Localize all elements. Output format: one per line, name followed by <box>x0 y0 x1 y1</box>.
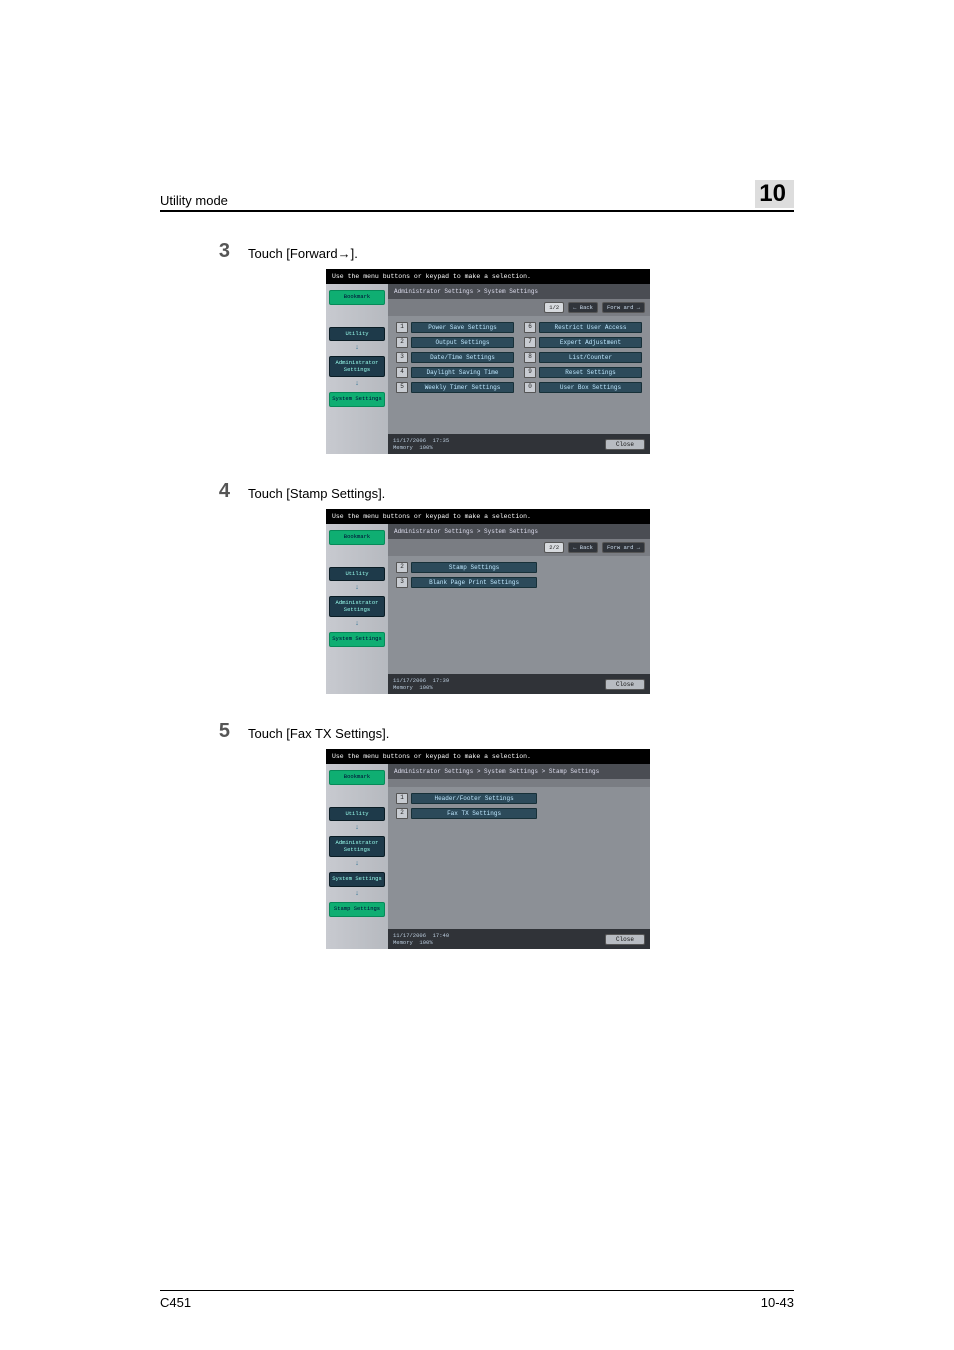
sidebar-utility[interactable]: Utility <box>329 567 385 582</box>
screenshot-1: Use the menu buttons or keypad to make a… <box>326 269 650 454</box>
close-button[interactable]: Close <box>605 934 645 945</box>
step-text: Touch [Fax TX Settings]. <box>248 720 389 743</box>
breadcrumb: Administrator Settings > System Settings <box>388 524 650 539</box>
menu-item[interactable]: 5Weekly Timer Settings <box>396 382 514 393</box>
menu-grid: 2Stamp Settings 3Blank Page Print Settin… <box>388 556 545 674</box>
footer-page: 10-43 <box>761 1295 794 1310</box>
sidebar-admin[interactable]: Administrator Settings <box>329 356 385 377</box>
sidebar: Bookmark Utility ↓ Administrator Setting… <box>326 764 388 949</box>
down-arrow-icon: ↓ <box>329 585 385 592</box>
screenshot-2: Use the menu buttons or keypad to make a… <box>326 509 650 694</box>
sidebar-system-settings[interactable]: System Settings <box>329 632 385 647</box>
step-4: 4 Touch [Stamp Settings]. <box>160 480 794 503</box>
sidebar: Bookmark Utility ↓ Administrator Setting… <box>326 284 388 454</box>
footer-left: 11/17/2006 17:40 Memory 100% <box>393 932 449 946</box>
menu-grid: 1Power Save Settings 6Restrict User Acce… <box>388 316 650 434</box>
footer-left: 11/17/2006 17:35 Memory 100% <box>393 437 449 451</box>
menu-item[interactable]: 1Header/Footer Settings <box>396 793 537 804</box>
instruction-bar: Use the menu buttons or keypad to make a… <box>326 269 650 284</box>
screenshot-3: Use the menu buttons or keypad to make a… <box>326 749 650 949</box>
breadcrumb: Administrator Settings > System Settings… <box>388 764 650 779</box>
menu-item[interactable]: 8List/Counter <box>524 352 642 363</box>
footer-model: C451 <box>160 1295 191 1310</box>
menu-item[interactable]: 6Restrict User Access <box>524 322 642 333</box>
step-3: 3 Touch [Forward→]. <box>160 240 794 263</box>
sidebar-system-settings[interactable]: System Settings <box>329 872 385 887</box>
down-arrow-icon: ↓ <box>329 891 385 898</box>
footer-left: 11/17/2006 17:39 Memory 100% <box>393 677 449 691</box>
page-indicator: 2/2 <box>544 542 564 553</box>
status-bar: 11/17/2006 17:35 Memory 100% Close <box>388 434 650 454</box>
bookmark-button[interactable]: Bookmark <box>329 770 385 785</box>
chapter-number: 10 <box>755 180 794 208</box>
status-bar: 11/17/2006 17:40 Memory 100% Close <box>388 929 650 949</box>
menu-item[interactable]: 0User Box Settings <box>524 382 642 393</box>
instruction-bar: Use the menu buttons or keypad to make a… <box>326 749 650 764</box>
step-text: Touch [Forward→]. <box>248 240 358 263</box>
instruction-bar: Use the menu buttons or keypad to make a… <box>326 509 650 524</box>
status-bar: 11/17/2006 17:39 Memory 100% Close <box>388 674 650 694</box>
sidebar: Bookmark Utility ↓ Administrator Setting… <box>326 524 388 694</box>
main-panel: Administrator Settings > System Settings… <box>388 764 650 949</box>
forward-button[interactable]: Forw ard → <box>602 302 645 313</box>
breadcrumb: Administrator Settings > System Settings <box>388 284 650 299</box>
close-button[interactable]: Close <box>605 439 645 450</box>
menu-item[interactable]: 1Power Save Settings <box>396 322 514 333</box>
down-arrow-icon: ↓ <box>329 621 385 628</box>
header-title: Utility mode <box>160 193 228 208</box>
page: Utility mode 10 3 Touch [Forward→]. Use … <box>0 0 954 1350</box>
down-arrow-icon: ↓ <box>329 381 385 388</box>
menu-item[interactable]: 4Daylight Saving Time <box>396 367 514 378</box>
down-arrow-icon: ↓ <box>329 825 385 832</box>
down-arrow-icon: ↓ <box>329 345 385 352</box>
menu-item[interactable]: 2Stamp Settings <box>396 562 537 573</box>
sidebar-stamp-settings[interactable]: Stamp Settings <box>329 902 385 917</box>
back-button[interactable]: ← Back <box>568 302 598 313</box>
menu-item[interactable]: 7Expert Adjustment <box>524 337 642 348</box>
close-button[interactable]: Close <box>605 679 645 690</box>
menu-item[interactable]: 2Output Settings <box>396 337 514 348</box>
step-5: 5 Touch [Fax TX Settings]. <box>160 720 794 743</box>
nav-row: 2/2 ← Back Forw ard → <box>388 539 650 556</box>
menu-item[interactable]: 3Blank Page Print Settings <box>396 577 537 588</box>
nav-row: 1/2 ← Back Forw ard → <box>388 299 650 316</box>
sidebar-admin[interactable]: Administrator Settings <box>329 596 385 617</box>
bookmark-button[interactable]: Bookmark <box>329 530 385 545</box>
page-header: Utility mode 10 <box>160 180 794 212</box>
step-number: 5 <box>160 720 230 743</box>
sidebar-admin[interactable]: Administrator Settings <box>329 836 385 857</box>
page-footer: C451 10-43 <box>160 1290 794 1310</box>
menu-grid: 1Header/Footer Settings 2Fax TX Settings <box>388 787 545 929</box>
menu-item[interactable]: 3Date/Time Settings <box>396 352 514 363</box>
sidebar-utility[interactable]: Utility <box>329 327 385 342</box>
back-button[interactable]: ← Back <box>568 542 598 553</box>
menu-item[interactable]: 9Reset Settings <box>524 367 642 378</box>
step-number: 3 <box>160 240 230 263</box>
menu-item[interactable]: 2Fax TX Settings <box>396 808 537 819</box>
down-arrow-icon: ↓ <box>329 861 385 868</box>
sidebar-system-settings[interactable]: System Settings <box>329 392 385 407</box>
bookmark-button[interactable]: Bookmark <box>329 290 385 305</box>
sidebar-utility[interactable]: Utility <box>329 807 385 822</box>
step-text: Touch [Stamp Settings]. <box>248 480 385 503</box>
forward-button[interactable]: Forw ard → <box>602 542 645 553</box>
step-number: 4 <box>160 480 230 503</box>
main-panel: Administrator Settings > System Settings… <box>388 284 650 454</box>
main-panel: Administrator Settings > System Settings… <box>388 524 650 694</box>
page-indicator: 1/2 <box>544 302 564 313</box>
